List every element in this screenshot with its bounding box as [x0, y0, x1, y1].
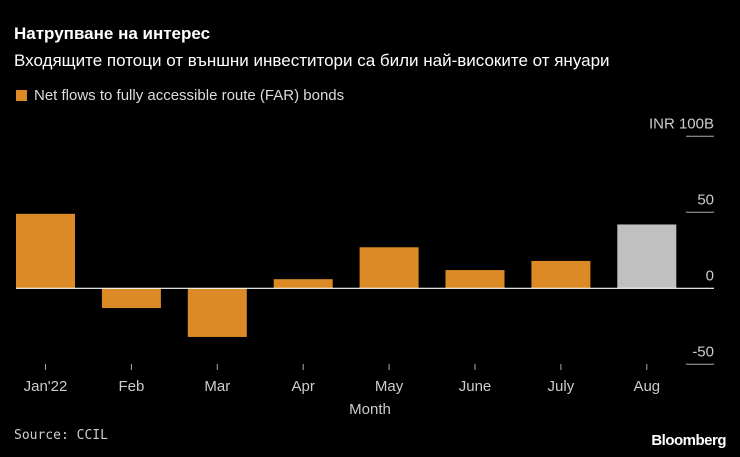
y-tick-label: 50	[697, 191, 714, 208]
legend: Net flows to fully accessible route (FAR…	[16, 87, 344, 104]
y-tick-label: 0	[706, 267, 714, 284]
bar-july	[531, 260, 591, 289]
x-tick-label: June	[459, 378, 492, 395]
bar-apr	[273, 279, 333, 289]
bar-aug	[617, 224, 677, 289]
x-tick-label: Aug	[633, 378, 660, 395]
x-tick-label: Mar	[204, 378, 230, 395]
legend-swatch	[16, 90, 27, 101]
x-tick-label: July	[548, 378, 575, 395]
source-note: Source: CCIL	[14, 428, 108, 443]
chart-subtitle: Входящите потоци от външни инвеститори с…	[14, 51, 610, 70]
bloomberg-logo: Bloomberg	[651, 432, 726, 449]
x-tick-label: Apr	[292, 378, 315, 395]
bar-june	[445, 270, 505, 289]
legend-label: Net flows to fully accessible route (FAR…	[34, 87, 345, 104]
y-tick-label: INR 100B	[649, 115, 714, 132]
x-axis-label: Month	[349, 401, 391, 418]
x-tick-label: May	[375, 378, 404, 395]
x-tick-label: Feb	[118, 378, 144, 395]
bar-feb	[101, 288, 161, 309]
bar-jan22	[16, 213, 75, 289]
bar-may	[359, 247, 419, 289]
chart-title: Натрупване на интерес	[14, 24, 211, 43]
x-tick-label: Jan'22	[24, 378, 68, 395]
y-tick-label: -50	[692, 343, 714, 360]
bar-mar	[187, 288, 247, 337]
